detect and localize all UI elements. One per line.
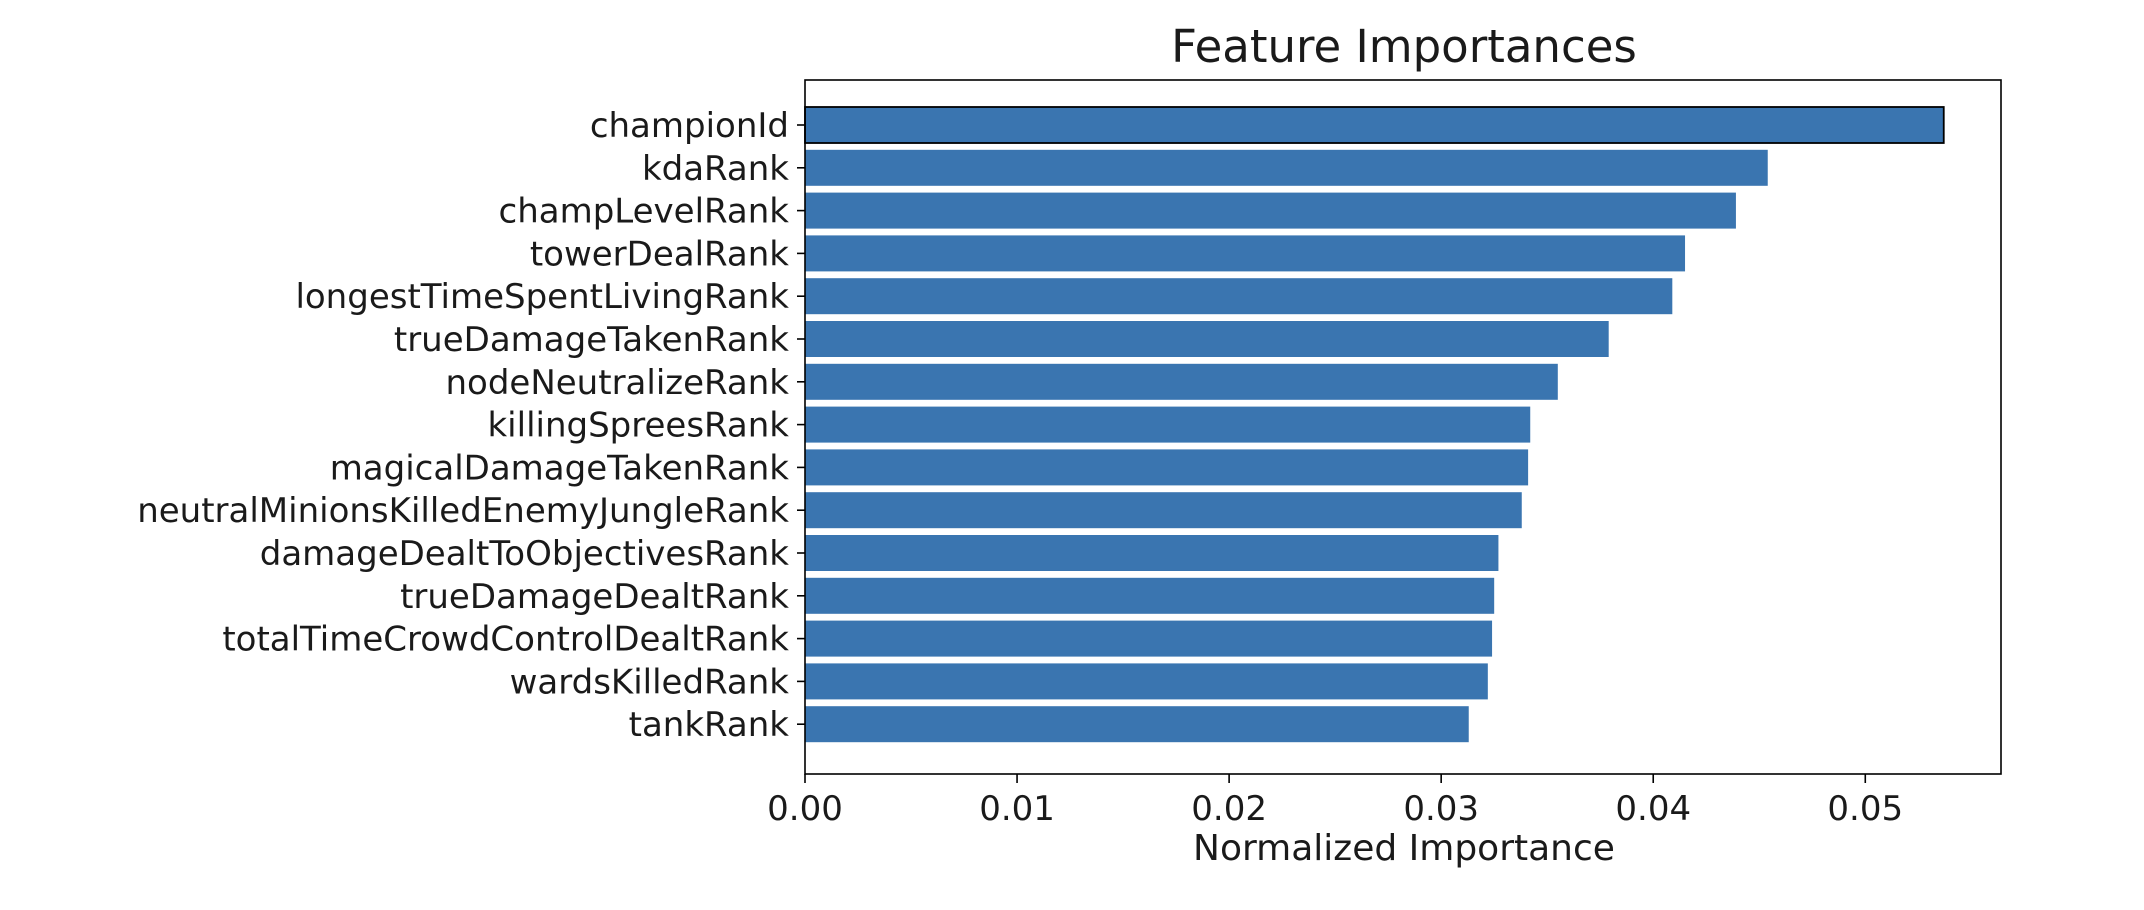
bar-trueDamageTakenRank	[805, 321, 1609, 357]
bar-neutralMinionsKilledEnemyJungleRank	[805, 492, 1522, 529]
bar-longestTimeSpentLivingRank	[805, 278, 1673, 315]
category-label: nodeNeutralizeRank	[445, 363, 789, 403]
x-tick-label: 0.05	[1827, 789, 1903, 829]
x-axis: 0.00 0.01 0.02 0.03 0.04 0.05	[767, 774, 1903, 829]
category-label: champLevelRank	[499, 192, 790, 232]
bar-totalTimeCrowdControlDealtRank	[805, 620, 1493, 657]
bar-nodeNeutralizeRank	[805, 363, 1558, 400]
x-tick-label: 0.04	[1615, 789, 1691, 829]
plot-frame	[804, 79, 2002, 775]
bar-towerDealRank	[805, 235, 1686, 272]
chart-title: Feature Importances	[1171, 20, 1637, 73]
bar-wardsKilledRank	[805, 663, 1488, 700]
x-tick-label: 0.03	[1403, 789, 1479, 829]
bar-tankRank	[805, 706, 1469, 743]
bar-championId	[804, 106, 1945, 144]
category-label: damageDealtToObjectivesRank	[260, 534, 790, 574]
bar-kdaRank	[805, 149, 1768, 186]
bar-damageDealtToObjectivesRank	[805, 535, 1499, 571]
category-label: totalTimeCrowdControlDealtRank	[222, 620, 789, 660]
x-tick-label: 0.02	[1191, 789, 1267, 829]
category-label: towerDealRank	[530, 234, 789, 274]
bar-trueDamageDealtRank	[805, 577, 1495, 614]
bar-champLevelRank	[805, 192, 1736, 229]
category-label: neutralMinionsKilledEnemyJungleRank	[137, 491, 789, 531]
category-label: magicalDamageTakenRank	[330, 448, 790, 488]
category-label: killingSpreesRank	[487, 406, 789, 446]
category-label: tankRank	[629, 705, 790, 745]
x-tick-label: 0.00	[767, 789, 843, 829]
bars	[804, 106, 1945, 743]
category-label: championId	[590, 106, 789, 146]
bar-magicalDamageTakenRank	[805, 449, 1529, 486]
bar-killingSpreesRank	[805, 406, 1531, 443]
category-label: wardsKilledRank	[510, 662, 790, 702]
x-axis-label: Normalized Importance	[1193, 828, 1615, 869]
x-tick-label: 0.01	[979, 789, 1055, 829]
category-label: trueDamageDealtRank	[400, 577, 789, 617]
category-label: trueDamageTakenRank	[394, 320, 789, 360]
category-label: longestTimeSpentLivingRank	[295, 277, 789, 317]
category-label: kdaRank	[642, 149, 789, 189]
category-labels: championIdkdaRankchampLevelRanktowerDeal…	[137, 106, 805, 745]
